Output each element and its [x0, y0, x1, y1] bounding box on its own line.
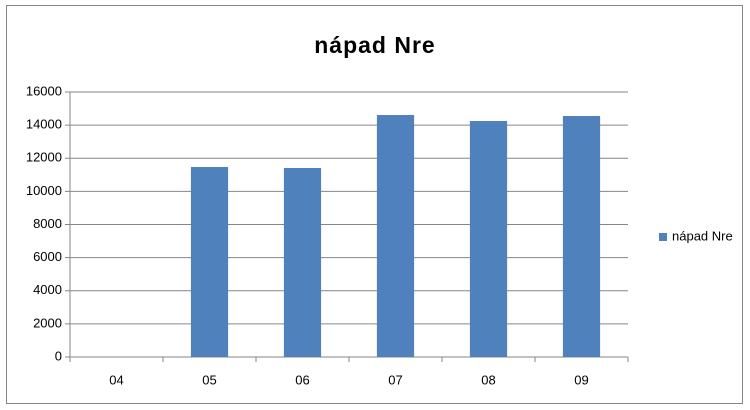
y-tick-label: 12000 [26, 150, 62, 165]
bar [469, 120, 508, 357]
bar [283, 168, 322, 357]
y-tick-label: 10000 [26, 183, 62, 198]
x-tick-label: 07 [388, 372, 402, 387]
bar [562, 116, 601, 357]
legend-label: nápad Nre [672, 228, 733, 243]
y-tick-label: 8000 [33, 216, 62, 231]
x-tick-label: 08 [481, 372, 495, 387]
chart-title: nápad Nre [314, 32, 435, 58]
y-tick-label: 2000 [33, 315, 62, 330]
y-tick-label: 4000 [33, 282, 62, 297]
bar [190, 167, 229, 357]
y-tick-label: 14000 [26, 117, 62, 132]
x-tick-label: 06 [295, 372, 309, 387]
y-tick-label: 6000 [33, 249, 62, 264]
bar [376, 115, 415, 357]
x-tick-label: 04 [109, 372, 123, 387]
y-tick-label: 16000 [26, 83, 62, 98]
chart-border [6, 5, 743, 404]
x-tick-label: 09 [574, 372, 588, 387]
y-tick-label: 0 [55, 348, 62, 363]
legend-swatch [659, 233, 667, 241]
x-tick-label: 05 [202, 372, 216, 387]
